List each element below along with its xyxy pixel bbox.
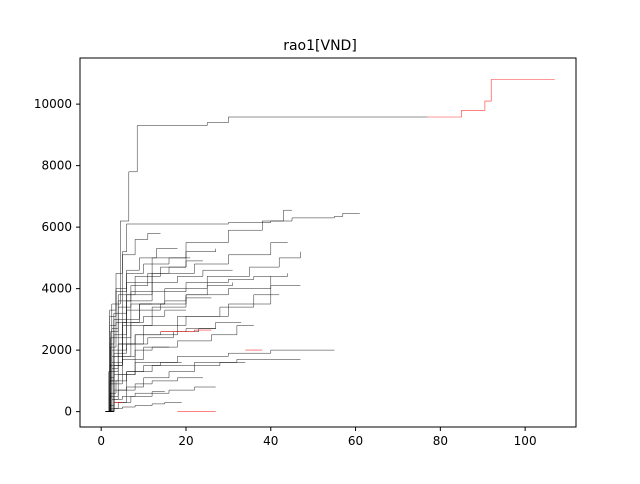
series-line-0 [105,116,428,412]
series-line-32 [160,329,212,332]
series-line-9 [106,349,335,412]
series-line-6 [105,242,288,412]
series-line-29 [105,346,169,412]
series-line-27 [105,233,161,412]
x-tick-label: 80 [433,434,448,448]
series-line-28 [107,303,153,412]
y-tick-label: 0 [64,405,72,419]
y-tick-label: 2000 [41,343,72,357]
x-tick-label: 60 [348,434,363,448]
x-tick-label: 40 [263,434,278,448]
series-line-30 [106,402,182,412]
series-line-15 [105,248,216,412]
series-line-31 [107,260,203,412]
series-line-1 [427,79,555,118]
y-tick-label: 8000 [41,159,72,173]
y-tick-label: 6000 [41,220,72,234]
axes-frame [79,57,577,428]
x-tick-label: 100 [514,434,537,448]
x-tick-label: 0 [97,434,105,448]
series-line-3 [106,209,292,412]
series-layer [105,79,555,412]
y-tick-label: 4000 [41,282,72,296]
chart-title: rao1[VND] [283,38,357,54]
x-tick-label: 20 [178,434,193,448]
series-line-21 [106,386,216,412]
x-axis: 0 20 40 60 80 100 [97,427,537,448]
y-axis: 0 2000 4000 6000 8000 10000 [34,97,80,419]
y-tick-label: 10000 [34,97,72,111]
